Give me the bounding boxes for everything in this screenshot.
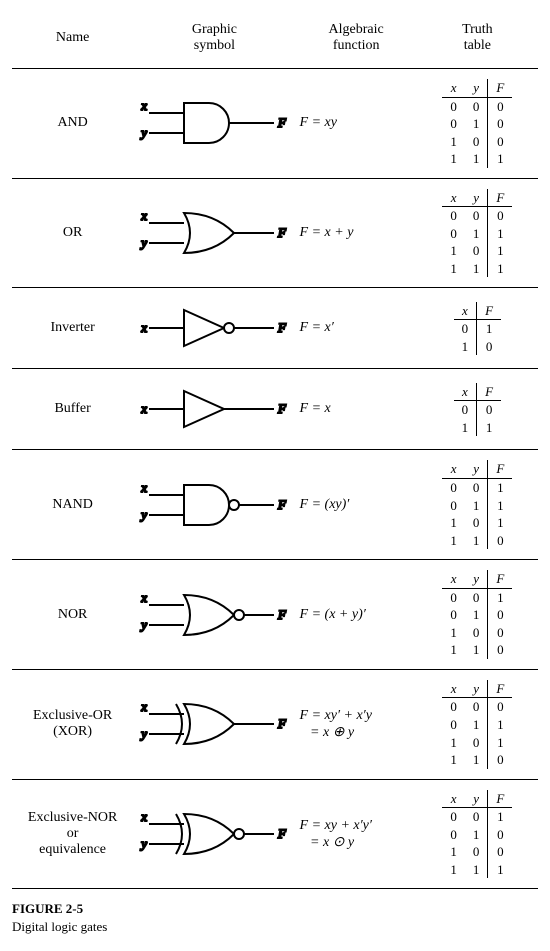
svg-text:x: x — [141, 98, 148, 113]
svg-text:F: F — [277, 497, 287, 512]
gate-row: Exclusive-OR (XOR) xy F F = xy′ + x′y = x ⊕… — [12, 670, 538, 779]
gate-row: Exclusive-NOR or equivalence xy F F = xy + … — [12, 780, 538, 889]
gate-name: OR — [12, 179, 133, 288]
gate-symbol: xy F — [139, 694, 289, 754]
truth-table: xyF000011101110 — [442, 680, 512, 769]
truth-table: xyF001011101110 — [442, 460, 512, 549]
truth-table: xF0110 — [454, 302, 501, 356]
gate-symbol: xF — [139, 298, 289, 358]
col-func: Algebraic function — [296, 16, 417, 69]
gate-row: OR xy F F = x + y xyF000011101111 — [12, 179, 538, 288]
svg-text:F: F — [277, 115, 287, 130]
gate-function: F = (x + y)′ — [296, 560, 417, 669]
svg-text:x: x — [141, 590, 148, 605]
svg-text:F: F — [277, 320, 287, 335]
svg-text:y: y — [140, 125, 148, 140]
svg-text:F: F — [277, 607, 287, 622]
svg-text:F: F — [277, 225, 287, 240]
svg-text:y: y — [140, 836, 148, 851]
gate-row: NOR xy F F = (x + y)′ xyF001010100110 — [12, 560, 538, 669]
col-name: Name — [12, 16, 133, 69]
gate-name: Exclusive-NOR or equivalence — [12, 780, 133, 889]
svg-text:F: F — [277, 716, 287, 731]
gate-function: F = (xy)′ — [296, 450, 417, 559]
gate-symbol: xy F — [139, 475, 289, 535]
svg-text:x: x — [141, 699, 148, 714]
gate-row: AND xy F F = xy xyF000010100111 — [12, 69, 538, 178]
gate-row: InverterxFF = x′xF0110 — [12, 288, 538, 369]
svg-text:F: F — [277, 401, 287, 416]
gate-function: F = xy + x′y′ = x ⊙ y — [296, 780, 417, 889]
gate-row: NAND xy F F = (xy)′ xyF001011101110 — [12, 450, 538, 559]
col-tt: Truth table — [417, 16, 538, 69]
gate-row: BufferxFF = xxF0011 — [12, 369, 538, 450]
truth-table: xyF001010100110 — [442, 570, 512, 659]
gate-name: NAND — [12, 450, 133, 559]
gate-function: F = xy′ + x′y = x ⊕ y — [296, 670, 417, 779]
gate-symbol: xy F — [139, 585, 289, 645]
svg-text:x: x — [141, 320, 148, 335]
gate-symbol: xF — [139, 379, 289, 439]
svg-text:y: y — [140, 507, 148, 522]
gates-table: Name Graphic symbol Algebraic function T… — [12, 16, 538, 889]
gate-symbol: xy F — [139, 93, 289, 153]
figure-title: FIGURE 2-5 — [12, 901, 538, 917]
figure-caption: Digital logic gates — [12, 919, 538, 935]
gate-function: F = xy — [296, 69, 417, 178]
svg-text:y: y — [140, 235, 148, 250]
gate-function: F = x + y — [296, 179, 417, 288]
svg-text:F: F — [277, 826, 287, 841]
svg-text:y: y — [140, 617, 148, 632]
col-symbol: Graphic symbol — [133, 16, 295, 69]
gate-name: AND — [12, 69, 133, 178]
truth-table: xyF000010100111 — [442, 79, 512, 168]
gate-symbol: xy F — [139, 804, 289, 864]
gate-name: Exclusive-OR (XOR) — [12, 670, 133, 779]
truth-table: xyF000011101111 — [442, 189, 512, 278]
svg-text:x: x — [141, 208, 148, 223]
truth-table: xF0011 — [454, 383, 501, 437]
gate-name: Buffer — [12, 369, 133, 450]
gate-name: NOR — [12, 560, 133, 669]
svg-text:x: x — [141, 401, 148, 416]
svg-text:y: y — [140, 726, 148, 741]
svg-text:x: x — [141, 809, 148, 824]
gate-function: F = x — [296, 369, 417, 450]
truth-table: xyF001010100111 — [442, 790, 512, 879]
svg-text:x: x — [141, 480, 148, 495]
gate-function: F = x′ — [296, 288, 417, 369]
gate-name: Inverter — [12, 288, 133, 369]
gate-symbol: xy F — [139, 203, 289, 263]
